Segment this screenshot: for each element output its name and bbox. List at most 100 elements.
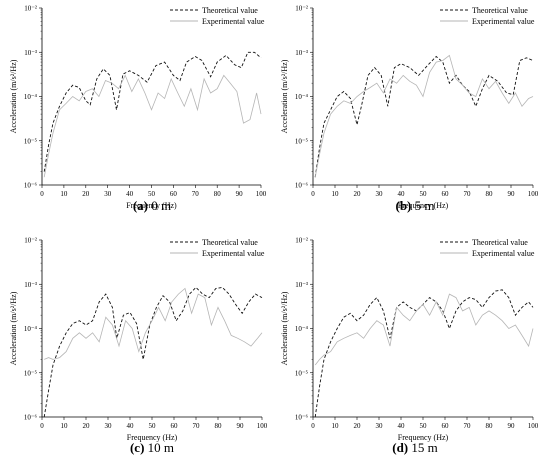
panel-caption-letter: (c) <box>130 440 144 455</box>
panel-caption-text: 5 m <box>411 198 434 213</box>
x-tick-label: 80 <box>486 422 494 430</box>
y-tick-label: 10⁻⁴ <box>24 93 38 101</box>
x-tick-label: 30 <box>376 422 384 430</box>
x-tick-label: 90 <box>508 190 516 198</box>
y-tick-label: 10⁻² <box>295 5 308 13</box>
x-axis-label: Frequency (Hz) <box>127 433 178 442</box>
y-tick-label: 10⁻² <box>24 237 37 245</box>
panel-caption: (d) 15 m <box>392 440 438 455</box>
x-tick-label: 10 <box>60 190 68 198</box>
x-tick-label: 60 <box>171 422 179 430</box>
x-tick-label: 90 <box>236 190 244 198</box>
x-tick-label: 50 <box>420 190 428 198</box>
x-tick-label: 40 <box>126 190 134 198</box>
legend-label-experimental: Experimental value <box>472 249 535 258</box>
theoretical-series-line <box>314 289 534 418</box>
y-tick-label: 10⁻⁶ <box>295 182 309 190</box>
theoretical-series-line <box>314 55 534 178</box>
panel-caption: (c) 10 m <box>130 440 174 455</box>
x-tick-label: 20 <box>83 422 91 430</box>
x-axis-label: Frequency (Hz) <box>398 433 449 442</box>
theoretical-series-line <box>43 286 263 418</box>
x-tick-label: 60 <box>442 422 450 430</box>
x-tick-label: 80 <box>215 422 223 430</box>
x-tick-label: 10 <box>332 190 340 198</box>
chart-panel-2: 0 10 20 30 40 50 60 70 80 90 100 10⁻⁶ 10⁻⁵ 10⁻⁴ 10⁻³ 10… <box>280 5 539 214</box>
chart-panel-1: 0 10 20 30 40 50 60 70 80 90 100 10⁻⁶ 10⁻⁵ 10⁻⁴ 10⁻³ 10… <box>9 5 267 214</box>
x-tick-label: 40 <box>398 422 406 430</box>
y-tick-label: 10⁻⁵ <box>295 369 309 377</box>
legend-label-theoretical: Theoretical value <box>472 238 528 247</box>
x-tick-label: 60 <box>442 190 450 198</box>
panel-caption-letter: (a) <box>133 198 148 213</box>
y-tick-label: 10⁻⁴ <box>24 325 38 333</box>
x-tick-label: 0 <box>40 422 44 430</box>
x-tick-label: 70 <box>193 422 201 430</box>
y-axis-label: Acceleration (m/s²/Hz) <box>9 291 18 365</box>
panel-caption-text: 0 m <box>148 198 171 213</box>
theoretical-series-line <box>43 51 262 172</box>
x-tick-label: 10 <box>332 422 340 430</box>
x-tick-label: 20 <box>82 190 90 198</box>
x-tick-label: 50 <box>148 190 156 198</box>
x-axis-label: Frequency (Hz) <box>126 201 177 210</box>
legend-label-experimental: Experimental value <box>202 17 265 26</box>
legend-label-experimental: Experimental value <box>472 17 535 26</box>
x-tick-label: 80 <box>486 190 494 198</box>
legend: Theoretical value Experimental value <box>440 6 535 26</box>
y-tick-label: 10⁻⁶ <box>24 182 38 190</box>
x-tick-label: 70 <box>192 190 200 198</box>
y-tick-label: 10⁻⁴ <box>295 325 309 333</box>
y-axis-label: Acceleration (m/s²/Hz) <box>280 291 289 365</box>
y-tick-label: 10⁻³ <box>295 49 308 57</box>
experimental-series-line <box>43 74 262 178</box>
y-axis-label: Acceleration (m/s²/Hz) <box>280 59 289 133</box>
x-tick-label: 70 <box>464 190 472 198</box>
x-tick-label: 100 <box>257 422 268 430</box>
x-tick-label: 30 <box>104 190 112 198</box>
x-tick-label: 50 <box>420 422 428 430</box>
panel-caption: (a) 0 m <box>133 198 171 213</box>
legend: Theoretical value Experimental value <box>440 238 535 258</box>
x-tick-label: 40 <box>127 422 135 430</box>
experimental-series-line <box>44 287 263 360</box>
x-tick-label: 30 <box>105 422 113 430</box>
panel-caption-text: 15 m <box>408 440 438 455</box>
y-tick-label: 10⁻⁶ <box>24 414 38 422</box>
y-tick-label: 10⁻² <box>295 237 308 245</box>
x-tick-label: 40 <box>398 190 406 198</box>
x-tick-label: 90 <box>508 422 516 430</box>
y-tick-label: 10⁻⁴ <box>295 93 309 101</box>
panel-caption: (b) 5 m <box>395 198 434 213</box>
x-tick-label: 50 <box>149 422 157 430</box>
x-tick-label: 100 <box>528 422 539 430</box>
y-axis-label: Acceleration (m/s²/Hz) <box>9 59 18 133</box>
x-tick-label: 0 <box>311 422 315 430</box>
legend: Theoretical value Experimental value <box>170 238 265 258</box>
x-tick-label: 90 <box>237 422 245 430</box>
y-tick-label: 10⁻⁵ <box>295 137 309 145</box>
x-tick-label: 30 <box>376 190 384 198</box>
x-tick-label: 10 <box>61 422 69 430</box>
y-tick-label: 10⁻³ <box>24 281 37 289</box>
legend-label-theoretical: Theoretical value <box>202 6 258 15</box>
chart-panel-3: 0 10 20 30 40 50 60 70 80 90 100 10⁻⁶ 10⁻⁵ 10⁻⁴ 10⁻³ 10… <box>9 237 268 456</box>
y-tick-label: 10⁻² <box>24 5 37 13</box>
y-tick-label: 10⁻⁵ <box>24 369 38 377</box>
y-tick-label: 10⁻⁵ <box>24 137 38 145</box>
y-tick-label: 10⁻³ <box>24 49 37 57</box>
x-tick-label: 20 <box>354 422 362 430</box>
x-axis-label: Frequency (Hz) <box>398 201 449 210</box>
y-tick-label: 10⁻⁶ <box>295 414 309 422</box>
legend-label-theoretical: Theoretical value <box>472 6 528 15</box>
x-tick-label: 20 <box>354 190 362 198</box>
legend-label-theoretical: Theoretical value <box>202 238 258 247</box>
x-tick-label: 100 <box>528 190 539 198</box>
legend-label-experimental: Experimental value <box>202 249 265 258</box>
x-tick-label: 0 <box>311 190 315 198</box>
x-tick-label: 0 <box>40 190 44 198</box>
x-tick-label: 70 <box>464 422 472 430</box>
y-tick-label: 10⁻³ <box>295 281 308 289</box>
x-tick-label: 100 <box>256 190 267 198</box>
